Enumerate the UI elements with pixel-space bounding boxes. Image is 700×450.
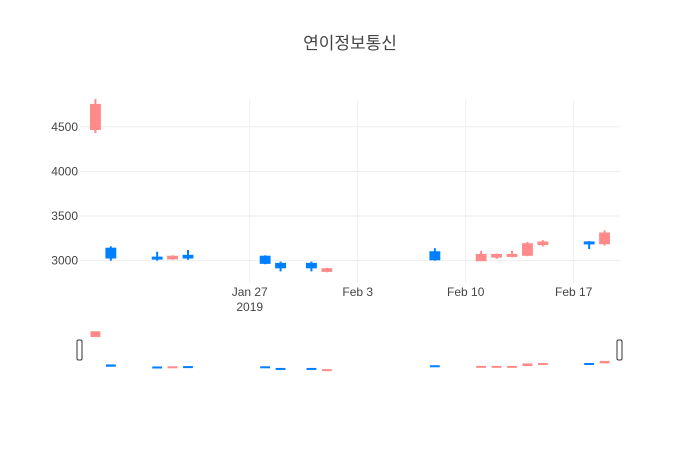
y-axis: 3000 3500 4000 4500 [51,120,78,268]
candle-body [537,241,549,246]
slider-candle [321,369,332,372]
x-tick-label: Jan 27 [232,285,268,299]
candle-body [475,253,487,262]
slider-candle [90,331,101,338]
candle-decreasing [151,251,163,261]
candle-decreasing [429,248,441,261]
slider-candle [491,365,502,368]
y-tick-label: 4000 [51,164,78,178]
candle-body [583,241,595,245]
candle-body [491,253,503,258]
candle-body [89,103,101,130]
candle-increasing [521,241,533,257]
slider-candle [167,366,178,369]
candle-body [105,247,117,259]
slider-candle [429,365,440,368]
candles [89,99,611,273]
candle-body [182,254,194,259]
candle-body [599,232,611,245]
slider-candle [275,367,286,370]
candle-decreasing [259,255,271,265]
candle-body [321,268,333,272]
slider-candle [522,363,533,367]
slider-candle [537,362,548,365]
candle-decreasing [105,246,117,261]
slider-candle [306,367,317,370]
candle-body [429,251,441,261]
slider-candle [152,366,163,369]
slider-candle [599,360,610,364]
slider-candle [507,365,517,368]
x-tick-label: Feb 17 [555,285,593,299]
y-tick-label: 3000 [51,254,78,268]
chart-title: 연이정보통신 [303,34,397,54]
x-tick-label: Feb 3 [342,285,373,299]
candle-body [521,243,533,256]
candle-increasing [506,250,518,258]
slider-candle [476,365,487,368]
candle-decreasing [305,261,317,272]
x-tick-year-label: 2019 [236,300,263,314]
candle-decreasing [275,261,287,272]
slider-candle [105,364,116,367]
candle-increasing [475,250,487,262]
plot-gridlines [80,100,620,283]
candle-decreasing [182,249,194,260]
range-slider-right-handle[interactable] [616,339,623,361]
x-tick-label: Feb 10 [447,285,485,299]
slider-candle [584,362,595,365]
y-tick-label: 4500 [51,120,78,134]
candle-body [151,256,163,260]
slider-candle [260,366,271,369]
candle-increasing [167,255,179,260]
candle-body [506,253,518,257]
candle-body [167,255,179,260]
candle-body [259,255,271,264]
candle-decreasing [583,241,595,250]
candle-body [275,262,287,269]
candle-increasing [537,240,549,247]
slider-candle [183,366,193,369]
candle-increasing [321,267,333,273]
range-slider-left-handle[interactable] [76,339,83,361]
candle-body [305,262,317,269]
y-tick-label: 3500 [51,209,78,223]
candle-increasing [599,230,611,246]
candle-increasing [491,253,503,259]
candle-increasing [89,99,101,134]
range-slider[interactable] [76,331,623,372]
